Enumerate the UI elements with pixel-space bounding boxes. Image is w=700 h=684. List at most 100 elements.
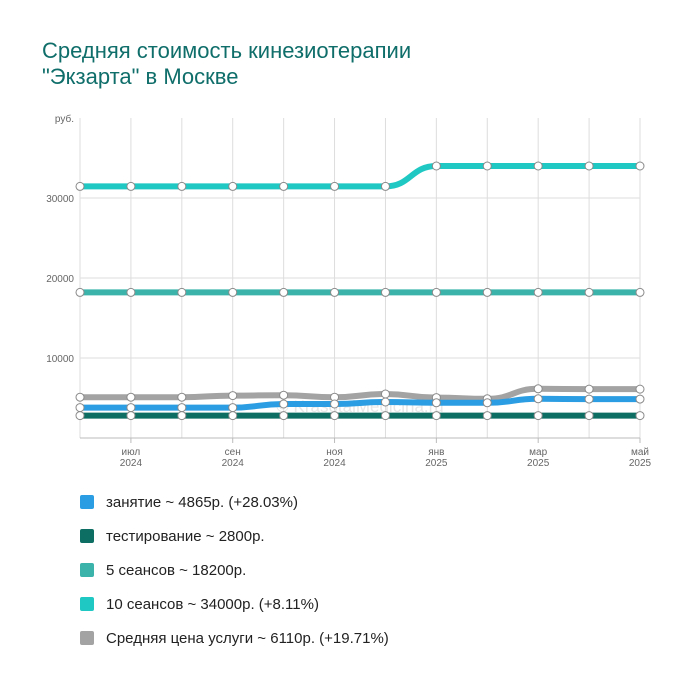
data-point — [533, 384, 543, 394]
x-tick-label-year: 2025 — [629, 458, 652, 469]
x-tick-label-year: 2025 — [425, 458, 448, 469]
chart-series — [75, 161, 645, 421]
series-4 — [75, 394, 645, 413]
data-point — [380, 181, 390, 191]
series-line — [77, 163, 643, 190]
data-point — [228, 411, 238, 421]
chart-legend: занятие ~ 4865р. (+28.03%) тестирование ~… — [80, 485, 389, 655]
x-tick-label-year: 2024 — [120, 458, 143, 469]
data-point — [228, 403, 238, 413]
x-tick-label-month: янв — [428, 447, 444, 458]
chart-axes: 100002000030000руб.июл2024сен2024ноя2024… — [46, 113, 651, 469]
data-point — [431, 161, 441, 171]
legend-item: 5 сеансов ~ 18200р. — [80, 553, 389, 587]
chart-title-line-1: Средняя стоимость кинезиотерапии — [42, 38, 412, 63]
legend-item: тестирование ~ 2800р. — [80, 519, 389, 553]
data-point — [380, 389, 390, 399]
data-point — [75, 287, 85, 297]
data-point — [228, 287, 238, 297]
x-tick-label-year: 2025 — [527, 458, 550, 469]
data-point — [177, 392, 187, 402]
x-tick-label-month: мар — [529, 447, 547, 458]
data-point — [533, 161, 543, 171]
series-5 — [75, 411, 645, 421]
data-point — [126, 392, 136, 402]
data-point — [635, 161, 645, 171]
legend-swatch — [80, 631, 94, 645]
legend-label: тестирование ~ 2800р. — [106, 527, 265, 545]
data-point — [279, 390, 289, 400]
data-point — [380, 411, 390, 421]
data-point — [177, 411, 187, 421]
data-point — [431, 398, 441, 408]
data-point — [431, 411, 441, 421]
x-tick-label-year: 2024 — [323, 458, 346, 469]
data-point — [126, 287, 136, 297]
data-point — [75, 392, 85, 402]
data-point — [584, 161, 594, 171]
x-tick-label-month: сен — [225, 447, 241, 458]
data-point — [584, 411, 594, 421]
data-point — [279, 399, 289, 409]
data-point — [533, 394, 543, 404]
legend-item: 10 сеансов ~ 34000р. (+8.11%) — [80, 587, 389, 621]
data-point — [177, 403, 187, 413]
y-tick-label: 30000 — [46, 194, 74, 205]
legend-swatch — [80, 495, 94, 509]
data-point — [330, 411, 340, 421]
data-point — [584, 394, 594, 404]
data-point — [380, 287, 390, 297]
y-tick-label: 20000 — [46, 274, 74, 285]
series-line — [77, 395, 643, 411]
line-chart: © KrasotaiMedicina.ru 100002000030000руб… — [46, 113, 651, 469]
legend-item: занятие ~ 4865р. (+28.03%) — [80, 485, 389, 519]
data-point — [126, 411, 136, 421]
y-tick-label: 10000 — [46, 354, 74, 365]
legend-swatch — [80, 563, 94, 577]
data-point — [584, 384, 594, 394]
legend-label: занятие ~ 4865р. (+28.03%) — [106, 493, 298, 511]
data-point — [635, 384, 645, 394]
series-line — [77, 385, 643, 402]
chart-title: Средняя стоимость кинезиотерапии "Экзарт… — [42, 38, 411, 90]
legend-item: Средняя цена услуги ~ 6110р. (+19.71%) — [80, 621, 389, 655]
data-point — [533, 411, 543, 421]
data-point — [482, 411, 492, 421]
data-point — [75, 411, 85, 421]
x-tick-label-month: май — [631, 447, 649, 458]
data-point — [635, 287, 645, 297]
chart-grid — [79, 118, 641, 438]
data-point — [279, 287, 289, 297]
y-axis-label: руб. — [55, 113, 74, 125]
data-point — [279, 411, 289, 421]
data-point — [635, 411, 645, 421]
legend-label: 5 сеансов ~ 18200р. — [106, 561, 247, 579]
data-point — [75, 181, 85, 191]
legend-swatch — [80, 529, 94, 543]
legend-swatch — [80, 597, 94, 611]
data-point — [126, 181, 136, 191]
data-point — [431, 287, 441, 297]
x-tick-label-year: 2024 — [222, 458, 245, 469]
chart-title-line-2: "Экзарта" в Москве — [42, 64, 239, 89]
legend-label: Средняя цена услуги ~ 6110р. (+19.71%) — [106, 629, 389, 647]
data-point — [380, 397, 390, 407]
data-point — [228, 181, 238, 191]
data-point — [635, 394, 645, 404]
series-1 — [75, 161, 645, 191]
data-point — [126, 403, 136, 413]
x-tick-label-month: июл — [122, 447, 141, 458]
data-point — [330, 287, 340, 297]
data-point — [177, 287, 187, 297]
data-point — [330, 181, 340, 191]
data-point — [228, 391, 238, 401]
data-point — [330, 399, 340, 409]
data-point — [533, 287, 543, 297]
data-point — [482, 287, 492, 297]
data-point — [482, 398, 492, 408]
data-point — [584, 287, 594, 297]
data-point — [75, 403, 85, 413]
data-point — [177, 181, 187, 191]
legend-label: 10 сеансов ~ 34000р. (+8.11%) — [106, 595, 319, 613]
data-point — [482, 161, 492, 171]
